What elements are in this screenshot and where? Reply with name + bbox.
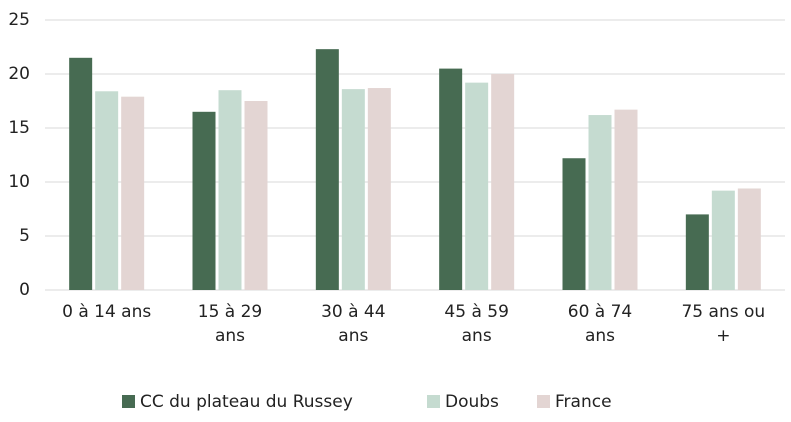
bar: [69, 57, 93, 290]
bar: [341, 89, 365, 291]
bar: [491, 74, 515, 290]
y-tick-label: 20: [8, 64, 30, 84]
bar: [218, 90, 242, 290]
x-tick-label: 45 à 59 ans: [444, 302, 509, 346]
bar: [367, 88, 391, 290]
x-tick-label: 0 à 14 ans: [62, 302, 151, 322]
bar: [711, 190, 735, 290]
x-tick-label: 60 à 74 ans: [568, 302, 633, 346]
y-tick-label: 15: [8, 118, 30, 138]
legend-label: CC du plateau du Russey: [140, 392, 353, 412]
legend-label: France: [555, 392, 612, 412]
bar: [244, 101, 268, 290]
legend-swatch: [537, 395, 550, 408]
y-tick-label: 5: [19, 226, 30, 246]
bar: [192, 111, 216, 290]
bar: [588, 115, 612, 290]
bar: [562, 158, 586, 290]
bar: [737, 188, 761, 290]
legend-swatch: [427, 395, 440, 408]
x-tick-label: 75 ans ou +: [681, 302, 765, 346]
y-tick-label: 25: [8, 10, 30, 30]
y-tick-label: 0: [19, 280, 30, 300]
bar: [315, 49, 339, 290]
legend-swatch: [122, 395, 135, 408]
bar: [121, 96, 145, 291]
y-tick-label: 10: [8, 172, 30, 192]
bar: [685, 214, 709, 290]
x-tick-label: 15 à 29 ans: [198, 302, 263, 346]
bar: [95, 91, 119, 290]
x-tick-label: 30 à 44 ans: [321, 302, 386, 346]
bar: [465, 82, 489, 290]
bar: [439, 68, 463, 290]
legend-label: Doubs: [445, 392, 499, 412]
bar: [614, 109, 638, 290]
